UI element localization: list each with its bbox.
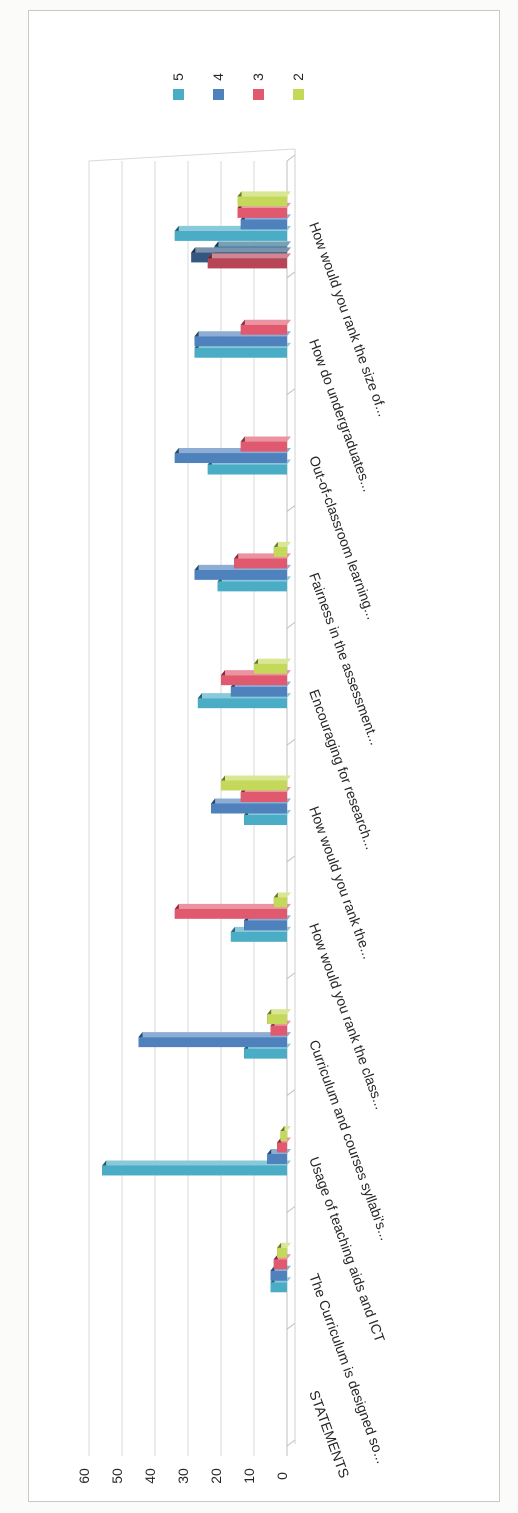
bar-5 <box>270 1282 287 1293</box>
legend-swatch <box>293 89 304 100</box>
legend-swatch <box>213 89 224 100</box>
value-tick-label: 10 <box>241 1468 257 1484</box>
bar-4 <box>194 336 287 347</box>
bar-3 <box>237 207 287 218</box>
category-label: The Curriculum is designed so... <box>306 1271 390 1465</box>
extra-bar-top-face <box>207 253 291 259</box>
category-tick <box>286 1089 296 1096</box>
category-tick <box>286 855 296 863</box>
category-tick <box>286 1439 296 1447</box>
legend-swatch <box>253 89 264 100</box>
bar-2 <box>254 663 287 674</box>
back-wall <box>88 148 296 1456</box>
bar-3 <box>174 908 287 919</box>
bar-4 <box>230 686 287 697</box>
bar-2 <box>277 1247 287 1258</box>
bar-4-top-face <box>138 1032 291 1038</box>
bar-3 <box>240 792 287 802</box>
category-label: How would you rank the size of... <box>306 220 391 419</box>
category-tick <box>286 1322 296 1330</box>
bar-3 <box>221 675 287 686</box>
bar-3 <box>234 558 287 569</box>
bar-2 <box>273 546 287 557</box>
legend: 5 4 3 2 <box>170 73 306 100</box>
bar-5 <box>244 1048 287 1059</box>
bar-4 <box>270 1270 287 1281</box>
value-axis-ticks: 0 10 20 30 40 50 60 <box>76 1468 290 1484</box>
category-label: Curriculum and courses syllabi's... <box>306 1038 394 1243</box>
category-tick <box>286 621 296 629</box>
bar-4 <box>174 453 287 464</box>
legend-label: 2 <box>290 73 306 81</box>
bar-2-top-face <box>221 775 291 781</box>
bar-5 <box>102 1165 287 1176</box>
extra-bar <box>207 258 287 269</box>
category-label: How would you rank the class... <box>306 921 388 1111</box>
value-tick-label: 50 <box>109 1468 125 1484</box>
bars <box>102 191 291 1293</box>
bar-4 <box>244 920 287 931</box>
extra-bar-top-face <box>191 247 291 253</box>
category-tick <box>286 154 296 162</box>
category-tick <box>286 271 296 279</box>
category-tick <box>286 505 296 512</box>
legend-label: 3 <box>250 73 266 81</box>
legend-swatch <box>173 89 184 100</box>
bar-3-top-face <box>240 436 291 442</box>
bar-2-top-face <box>237 191 291 197</box>
bar-5 <box>174 230 287 241</box>
bar-4 <box>194 569 287 580</box>
bar-2 <box>267 1014 287 1025</box>
bar-5 <box>230 931 287 942</box>
bar-2 <box>273 897 287 908</box>
bar-2 <box>280 1130 287 1141</box>
bar-5 <box>244 815 287 825</box>
legend-label: 5 <box>170 73 186 81</box>
bar-3-top-face <box>174 903 291 909</box>
bar-4 <box>211 803 287 814</box>
bar-4 <box>240 219 287 230</box>
bar-5-top-face <box>102 1160 291 1166</box>
legend-label: 4 <box>210 73 226 81</box>
bar-3 <box>270 1025 287 1036</box>
value-tick-label: 0 <box>274 1472 290 1480</box>
bar-3 <box>240 324 287 335</box>
bar-5 <box>197 698 287 709</box>
bar-2-top-face <box>273 892 291 898</box>
value-tick-label: 60 <box>76 1468 92 1484</box>
category-tick <box>286 388 296 396</box>
category-tick <box>286 1205 296 1213</box>
bar-3 <box>273 1259 287 1270</box>
bar-3 <box>277 1142 287 1153</box>
category-tick <box>286 972 296 980</box>
value-tick-label: 20 <box>208 1468 224 1484</box>
category-tick <box>286 738 296 746</box>
bar-2 <box>221 780 287 791</box>
category-label: STATEMENTS <box>306 1388 353 1480</box>
chart-frame: 0 10 20 30 40 50 60 STATEMENTS The Curriculum i… <box>28 10 500 1502</box>
bar-2 <box>237 196 287 207</box>
value-tick-label: 40 <box>142 1468 158 1484</box>
category-label: Usage of teaching aids and ICT <box>306 1155 388 1345</box>
bar-5 <box>194 347 287 358</box>
bar-5 <box>217 581 287 592</box>
bar-3 <box>240 441 287 452</box>
bar-3-top-face <box>240 319 291 325</box>
bar-2-top-face <box>254 658 291 664</box>
bar-2-top-face <box>267 1009 291 1015</box>
bar-4 <box>138 1037 287 1048</box>
bar-2-top-face <box>273 541 291 547</box>
bar-5 <box>207 464 287 475</box>
bar-4 <box>267 1153 287 1164</box>
extra-bar-top-face <box>214 241 291 247</box>
value-tick-label: 30 <box>175 1468 191 1484</box>
